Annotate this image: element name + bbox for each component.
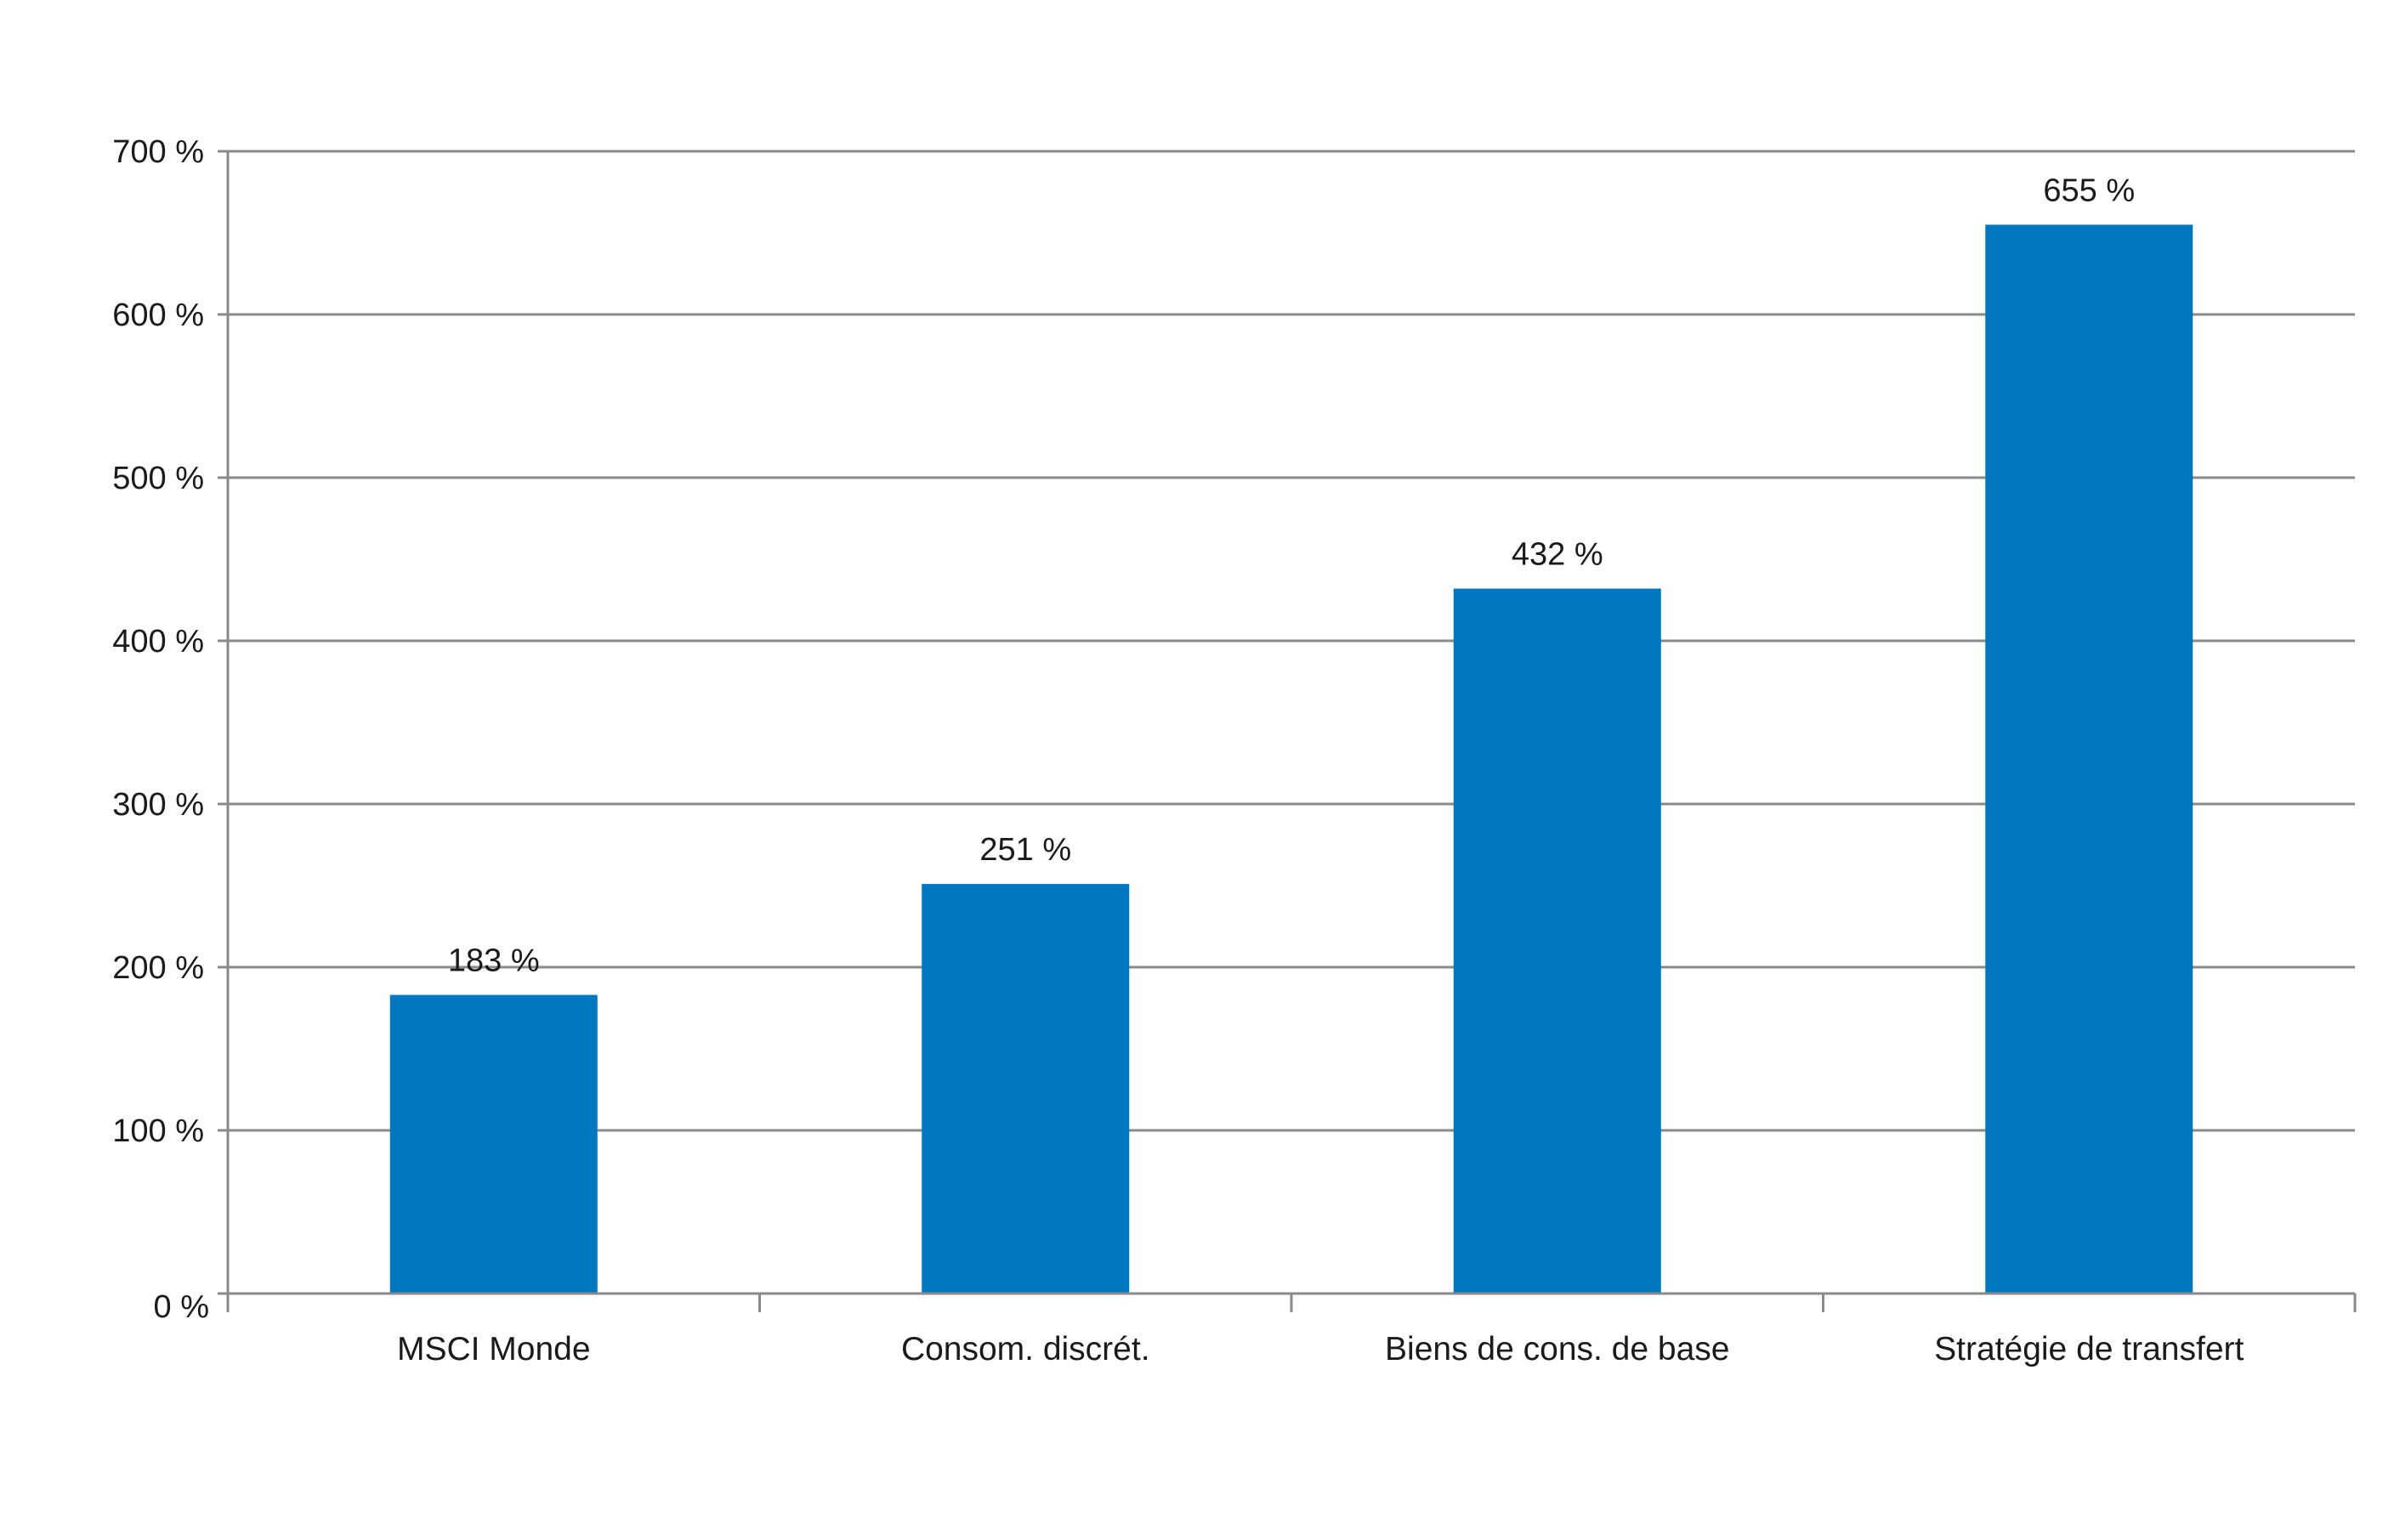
x-category-label: Consom. discrét. <box>901 1331 1150 1367</box>
bars <box>389 224 2193 1294</box>
labels: 0 % 100 % 200 % 300 % 400 % 500 % 600 % 700 % 18… <box>112 134 2244 1367</box>
y-tick-label: 100 % <box>112 1113 204 1149</box>
x-category-label: MSCI Monde <box>397 1331 591 1367</box>
bar-4 <box>1985 224 2193 1294</box>
bar-1 <box>389 994 598 1294</box>
y-tick-label: 200 % <box>112 950 204 986</box>
y-tick-label: 700 % <box>112 134 204 170</box>
y-tick-label: 600 % <box>112 297 204 333</box>
axes <box>226 151 2357 1312</box>
data-label: 183 % <box>448 943 540 979</box>
x-category-label: Stratégie de transfert <box>1934 1331 2244 1367</box>
data-label: 251 % <box>979 832 1071 868</box>
data-label: 655 % <box>2043 173 2135 208</box>
data-label: 432 % <box>1512 537 1603 573</box>
y-tick-label: 0 % <box>154 1289 209 1325</box>
y-tick-label: 300 % <box>112 787 204 823</box>
bar-2 <box>922 884 1130 1294</box>
bar-3 <box>1453 588 1661 1294</box>
x-category-label: Biens de cons. de base <box>1385 1331 1729 1367</box>
y-tick-label: 500 % <box>112 461 204 496</box>
y-tick-label: 400 % <box>112 624 204 660</box>
